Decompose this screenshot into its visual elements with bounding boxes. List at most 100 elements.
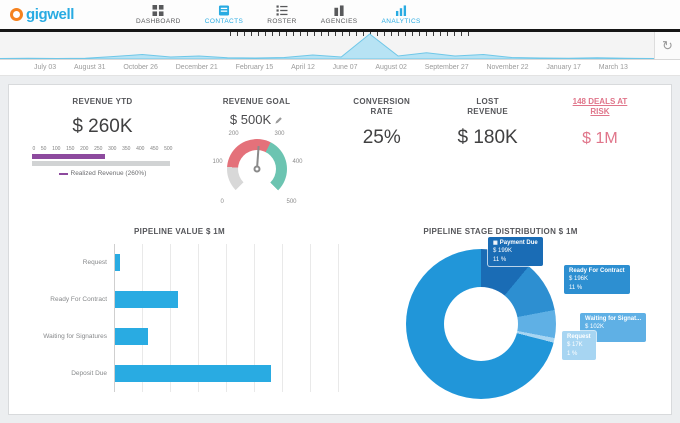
kpi-value: $ 500K [229, 112, 272, 128]
activity-timeline[interactable]: ↻ [0, 32, 680, 60]
timeline-date: March 13 [598, 64, 628, 71]
nav-label: CONTACTS [204, 17, 244, 25]
main-content: REVENUE YTD $ 260K 0 50 100 150 200 250 300 350… [0, 76, 680, 423]
deals-at-risk-link[interactable]: 148 DEALS AT RISK [572, 97, 628, 117]
callout-value: $ 199K [493, 248, 513, 255]
bar-plot [114, 355, 340, 393]
callout-value: $ 17K [567, 342, 583, 349]
timeline-date: September 27 [424, 64, 469, 71]
charts-row: PIPELINE VALUE $ 1M Request Ready For Co… [19, 227, 661, 403]
ytd-scale-tick: 50 [40, 146, 47, 153]
ytd-scale-tick: 250 [94, 146, 103, 153]
callout-value: $ 196K [569, 276, 589, 283]
ytd-scale: 0 50 100 150 200 250 300 350 400 450 500 [32, 146, 172, 152]
timeline-dates: July 03 August 31 October 26 December 21 Feb… [0, 60, 680, 76]
grid-icon: ▦ [493, 240, 498, 247]
realized-revenue-bar[interactable] [32, 154, 106, 160]
kpi-label: LOST REVENUE [467, 97, 509, 117]
kpi-row: REVENUE YTD $ 260K 0 50 100 150 200 250 300 350… [19, 97, 661, 211]
callout-value: $ 102K [585, 324, 605, 331]
bar-waiting-for-signatures[interactable] [115, 328, 148, 346]
callout-request[interactable]: Request $ 17K 1 % [562, 331, 596, 360]
timeline-date: February 15 [235, 64, 274, 71]
edit-goal-button[interactable] [275, 112, 283, 127]
kpi-deals-at-risk: 148 DEALS AT RISK $ 1M [539, 97, 661, 211]
refresh-button[interactable]: ↻ [654, 32, 680, 59]
kpi-value: 25% [362, 126, 401, 148]
callout-waiting-for-signatures[interactable]: Waiting for Signat... $ 102K 6 % [580, 313, 647, 342]
kpi-lost-revenue: LOST REVENUE $ 180K [436, 97, 539, 211]
nav-item-contacts[interactable]: CONTACTS [204, 4, 244, 25]
callout-ready-for-contract[interactable]: Ready For Contract $ 196K 11 % [564, 265, 630, 294]
timeline-date: August 31 [73, 64, 106, 71]
bar-row: Ready For Contract [19, 281, 340, 319]
gauge-tick: 500 [286, 199, 297, 206]
bar-plot [114, 244, 340, 282]
ytd-scale-tick: 500 [164, 146, 173, 153]
ytd-scale-tick: 100 [52, 146, 61, 153]
agencies-icon [334, 4, 344, 16]
bar-label: Waiting for Signatures [43, 333, 107, 341]
bar-request[interactable] [115, 254, 121, 272]
donut-chart[interactable] [406, 249, 556, 400]
timeline-date: November 22 [486, 64, 529, 71]
callout-label: Ready For Contract [569, 268, 625, 275]
gigwell-logo[interactable]: gigwell [10, 6, 110, 23]
main-nav: DASHBOARD CONTACTS ROSTER AGENCIES ANALY… [136, 4, 421, 25]
bar-row: Request [19, 244, 340, 282]
goal-value-row: $ 500K [186, 112, 327, 127]
pipeline-bars: Request Ready For Contract Waiting for S… [19, 244, 340, 393]
callout-label: Payment Due [499, 240, 538, 247]
kpi-value: $ 1M [582, 129, 618, 147]
kpi-label: CONVERSION RATE [353, 97, 411, 117]
nav-item-agencies[interactable]: AGENCIES [321, 4, 358, 25]
kpi-label: REVENUE YTD [72, 97, 133, 106]
revenue-gauge: 200 300 100 400 0 500 [211, 131, 303, 211]
bar-label: Deposit Due [71, 370, 107, 378]
nav-item-roster[interactable]: ROSTER [267, 4, 297, 25]
gigwell-logo-text: gigwell [26, 6, 75, 23]
gauge-tick: 100 [212, 159, 223, 166]
timeline-date: December 21 [175, 64, 218, 71]
timeline-date: August 02 [375, 64, 407, 71]
bar-ready-for-contract[interactable] [115, 291, 178, 309]
bar-deposit-due[interactable] [115, 365, 272, 383]
revenue-track-bar[interactable] [32, 161, 170, 167]
gauge-ring [226, 139, 287, 200]
dashboard-icon [152, 4, 164, 16]
nav-item-dashboard[interactable]: DASHBOARD [136, 4, 181, 25]
callout-pct: 1 % [567, 350, 578, 357]
top-nav-bar: gigwell DASHBOARD CONTACTS ROSTER AGENCI… [0, 0, 680, 32]
gauge-hub [253, 165, 261, 173]
refresh-icon: ↻ [662, 37, 673, 53]
nav-item-analytics[interactable]: ANALYTICS [381, 4, 421, 25]
ytd-scale-tick: 200 [80, 146, 89, 153]
realized-revenue-chart: 0 50 100 150 200 250 300 350 400 450 500 Realized … [32, 146, 172, 177]
nav-label: ANALYTICS [381, 17, 421, 25]
callout-label: Request [567, 334, 591, 341]
nav-label: DASHBOARD [136, 17, 181, 25]
bar-label: Request [82, 259, 107, 267]
legend-swatch [58, 172, 68, 175]
gauge-tick: 0 [220, 199, 224, 206]
timeline-date: July 03 [34, 64, 57, 71]
ytd-scale-tick: 150 [66, 146, 75, 153]
timeline-date: January 17 [546, 64, 581, 71]
callout-label: Waiting for Signat... [585, 316, 642, 323]
pipeline-stage-distribution-chart: PIPELINE STAGE DISTRIBUTION $ 1M ▦ Paymen… [340, 227, 661, 403]
bar-label: Ready For Contract [50, 296, 107, 304]
analytics-card: REVENUE YTD $ 260K 0 50 100 150 200 250 300 350… [8, 84, 672, 415]
gauge-tick: 400 [292, 159, 303, 166]
analytics-icon [396, 4, 407, 16]
ytd-scale-tick: 0 [32, 146, 36, 153]
timeline-date: June 07 [332, 64, 358, 71]
contacts-icon [218, 4, 230, 16]
bar-row: Waiting for Signatures [19, 318, 340, 356]
callout-pct: 11 % [493, 256, 507, 263]
timeline-brush-ticks[interactable] [230, 32, 475, 36]
ytd-scale-tick: 450 [150, 146, 159, 153]
callout-payment-due[interactable]: ▦ Payment Due $ 199K 11 % [488, 237, 543, 266]
nav-label: ROSTER [267, 17, 297, 25]
bar-row: Deposit Due [19, 355, 340, 393]
pencil-icon [275, 117, 282, 124]
